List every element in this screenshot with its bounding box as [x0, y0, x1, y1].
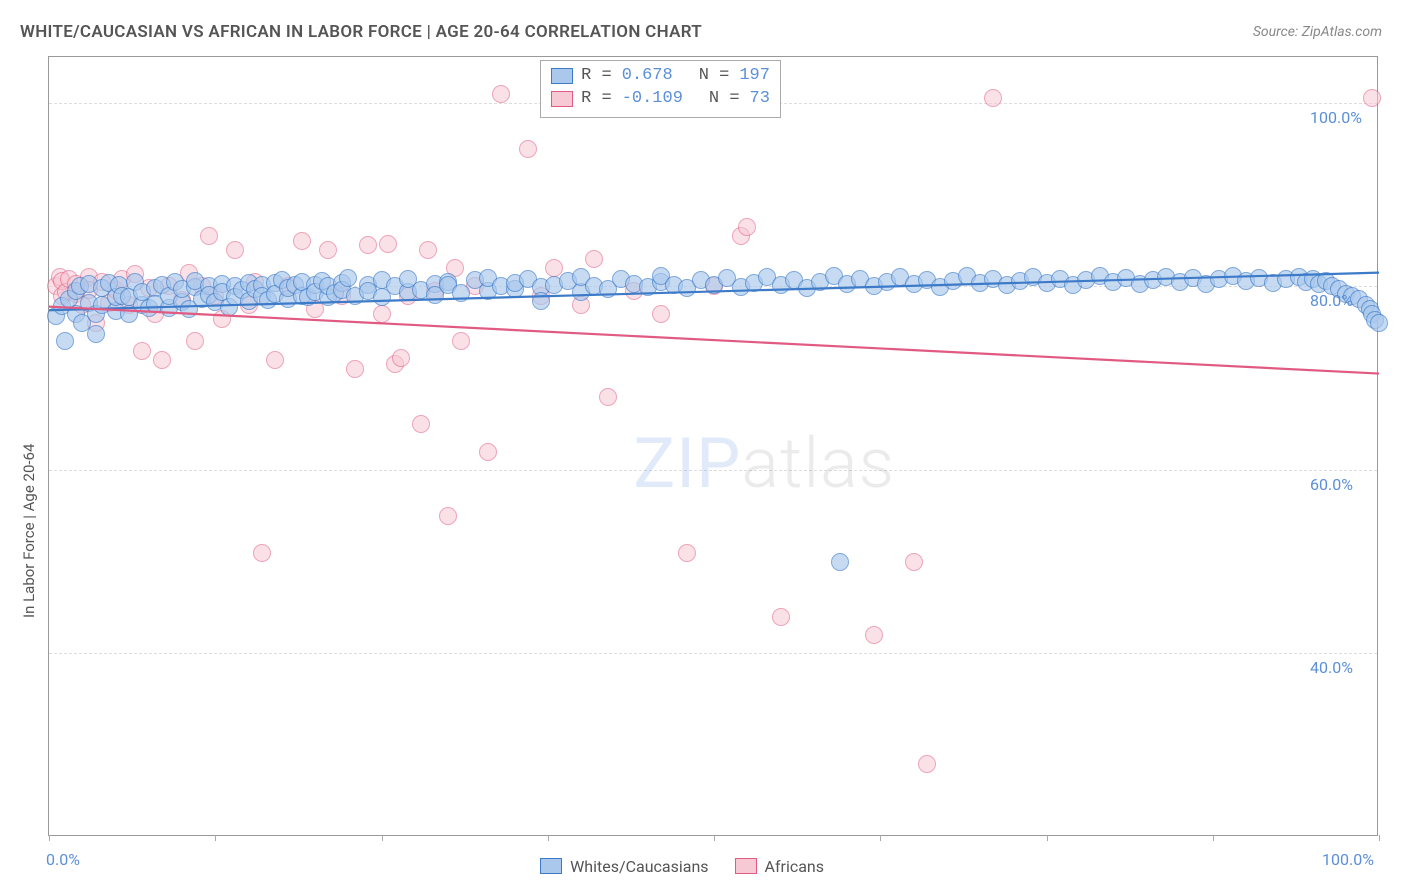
chart-title: WHITE/CAUCASIAN VS AFRICAN IN LABOR FORC…: [20, 22, 702, 42]
legend-label: Whites/Caucasians: [570, 857, 708, 876]
gridline-h: [49, 470, 1377, 471]
africans-point: [373, 305, 391, 323]
y-tick-label: 100.0%: [1310, 108, 1362, 127]
africans-point: [379, 235, 397, 253]
gridline-h: [49, 653, 1377, 654]
africans-point: [492, 85, 510, 103]
africans-trend-line: [49, 307, 1379, 374]
x-tick: [215, 835, 216, 841]
whites-point: [831, 553, 849, 571]
stats-row-whites: R = 0.678 N = 197: [551, 65, 770, 88]
africans-point: [865, 626, 883, 644]
x-tick: [382, 835, 383, 841]
africans-point: [253, 544, 271, 562]
n-value: 197: [737, 65, 770, 88]
swatch-whites: [540, 858, 562, 874]
africans-point: [678, 544, 696, 562]
swatch-whites: [551, 68, 573, 84]
africans-point: [359, 236, 377, 254]
africans-point: [519, 140, 537, 158]
whites-point: [87, 325, 105, 343]
y-tick-label: 60.0%: [1310, 475, 1353, 494]
source-label: Source: ZipAtlas.com: [1253, 24, 1382, 40]
africans-point: [392, 349, 410, 367]
whites-point: [56, 332, 74, 350]
africans-point: [293, 232, 311, 250]
africans-point: [226, 241, 244, 259]
r-label: R =: [581, 88, 612, 111]
africans-point: [452, 332, 470, 350]
whites-point: [339, 269, 357, 287]
africans-point: [1363, 89, 1381, 107]
x-tick: [548, 835, 549, 841]
swatch-africans: [551, 91, 573, 107]
africans-point: [439, 507, 457, 525]
legend-item-africans: Africans: [735, 857, 824, 876]
africans-point: [652, 305, 670, 323]
n-value: 73: [748, 88, 770, 111]
r-value: -0.109: [620, 88, 683, 111]
africans-point: [133, 342, 151, 360]
swatch-africans: [735, 858, 757, 874]
r-value: 0.678: [620, 65, 673, 88]
y-tick-label: 80.0%: [1310, 291, 1353, 310]
trend-lines: [49, 57, 1379, 837]
africans-point: [186, 332, 204, 350]
stats-row-africans: R = -0.109 N = 73: [551, 88, 770, 111]
africans-point: [905, 553, 923, 571]
africans-point: [419, 241, 437, 259]
whites-point: [1370, 314, 1388, 332]
r-label: R =: [581, 65, 612, 88]
x-tick: [880, 835, 881, 841]
africans-point: [738, 218, 756, 236]
africans-point: [346, 360, 364, 378]
africans-point: [479, 443, 497, 461]
correlation-stats-box: R = 0.678N =197R =-0.109N = 73: [540, 60, 781, 118]
x-tick: [1213, 835, 1214, 841]
x-tick: [1379, 835, 1380, 841]
africans-point: [319, 241, 337, 259]
x-tick: [49, 835, 50, 841]
legend: Whites/Caucasians Africans: [540, 846, 824, 886]
africans-point: [772, 608, 790, 626]
x-tick: [1047, 835, 1048, 841]
x-tick: [714, 835, 715, 841]
legend-item-whites: Whites/Caucasians: [540, 857, 708, 876]
africans-point: [585, 250, 603, 268]
y-tick-label: 40.0%: [1310, 658, 1353, 677]
africans-point: [984, 89, 1002, 107]
n-label: N =: [709, 88, 740, 111]
y-axis-label: In Labor Force | Age 20-64: [20, 443, 38, 617]
africans-point: [412, 415, 430, 433]
africans-point: [200, 227, 218, 245]
whites-point: [532, 292, 550, 310]
x-tick-label: 0.0%: [46, 850, 80, 869]
legend-label: Africans: [765, 857, 824, 876]
x-tick-label: 100.0%: [1322, 850, 1374, 869]
africans-point: [266, 351, 284, 369]
n-label: N =: [699, 65, 730, 88]
africans-point: [918, 755, 936, 773]
africans-point: [153, 351, 171, 369]
africans-point: [599, 388, 617, 406]
scatter-plot-area: [48, 56, 1378, 836]
